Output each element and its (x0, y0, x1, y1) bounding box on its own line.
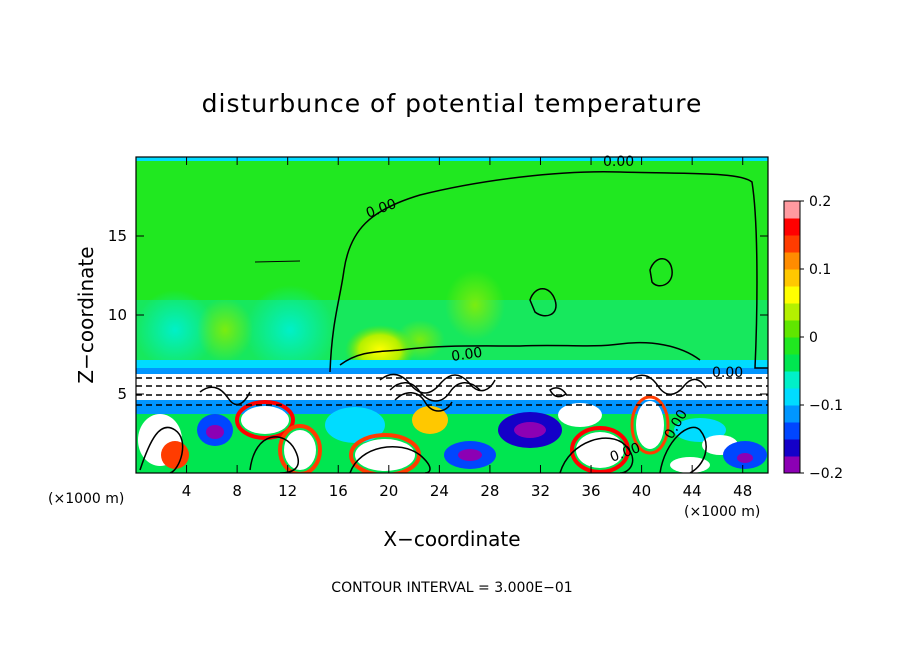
x-tick-label: 12 (278, 482, 297, 500)
contour-label: 0.00 (712, 365, 743, 381)
colorbar-swatch (784, 269, 800, 287)
colorbar: 0.2 0.1 0 −0.1 −0.2 (783, 194, 843, 482)
heatmap-field (136, 157, 768, 473)
x-unit-label-right: (×1000 m) (684, 504, 760, 520)
y-axis: 5 10 15 (108, 227, 768, 403)
colorbar-swatch (784, 303, 800, 321)
contour-lines (136, 171, 768, 473)
x-unit-label-left: (×1000 m) (48, 491, 124, 507)
chart-title: disturbunce of potential temperature (202, 89, 703, 118)
contour-label: 0.00 (603, 154, 634, 170)
y-tick-label: 10 (108, 306, 127, 324)
colorbar-swatch (784, 456, 800, 474)
colorbar-swatch (784, 354, 800, 372)
contour-interval-note: CONTOUR INTERVAL = 3.000E−01 (331, 580, 572, 596)
colorbar-swatch (784, 286, 800, 304)
colorbar-tick-label: 0.1 (809, 262, 831, 278)
colorbar-swatch (784, 320, 800, 338)
colorbar-tick-label: 0.2 (809, 194, 831, 210)
colorbar-swatch (784, 422, 800, 440)
y-tick-label: 15 (108, 227, 127, 245)
contour-label: 0.00 (450, 345, 483, 365)
colorbar-tick-label: 0 (809, 330, 818, 346)
colorbar-swatch (784, 252, 800, 270)
colorbar-swatch (784, 235, 800, 253)
x-tick-label: 20 (379, 482, 398, 500)
x-axis-label: X−coordinate (383, 527, 520, 551)
colorbar-tick-label: −0.2 (809, 466, 843, 482)
x-tick-label: 28 (480, 482, 499, 500)
x-tick-label: 32 (531, 482, 550, 500)
y-axis-label: Z−coordinate (74, 246, 98, 383)
colorbar-swatch (784, 439, 800, 457)
x-tick-label: 40 (632, 482, 651, 500)
colorbar-tick-label: −0.1 (809, 398, 843, 414)
colorbar-swatch (784, 201, 800, 219)
colorbar-swatch (784, 371, 800, 389)
x-tick-label: 36 (581, 482, 600, 500)
x-axis: 4 8 12 16 20 24 28 32 36 40 44 48 (182, 157, 752, 500)
x-tick-label: 4 (182, 482, 192, 500)
x-tick-label: 48 (733, 482, 752, 500)
colorbar-swatch (784, 405, 800, 423)
colorbar-swatch (784, 218, 800, 236)
colorbar-swatch (784, 337, 800, 355)
x-tick-label: 16 (329, 482, 348, 500)
y-tick-label: 5 (117, 385, 127, 403)
x-tick-label: 44 (683, 482, 702, 500)
colorbar-swatch (784, 388, 800, 406)
x-tick-label: 8 (232, 482, 242, 500)
x-tick-label: 24 (430, 482, 449, 500)
